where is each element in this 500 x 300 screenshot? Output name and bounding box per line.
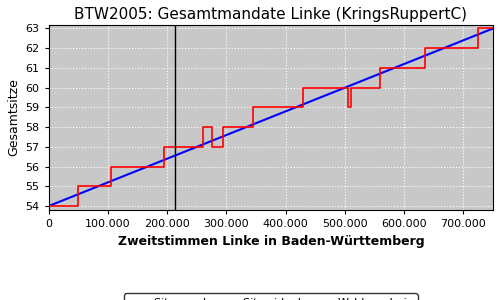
Sitze real bbox=[348, 86, 354, 89]
Sitze real bbox=[378, 86, 384, 89]
Sitze real bbox=[422, 66, 428, 70]
Sitze real bbox=[300, 86, 306, 89]
Sitze real bbox=[200, 145, 205, 149]
Sitze real bbox=[345, 86, 351, 89]
X-axis label: Zweitstimmen Linke in Baden-Württemberg: Zweitstimmen Linke in Baden-Württemberg bbox=[118, 235, 424, 248]
Sitze real bbox=[108, 165, 114, 168]
Sitze real bbox=[161, 165, 167, 168]
Sitze real bbox=[188, 145, 194, 149]
Sitze real bbox=[46, 204, 52, 208]
Sitze real bbox=[250, 125, 256, 129]
Sitze real bbox=[200, 125, 205, 129]
Sitze real bbox=[108, 184, 114, 188]
Sitze real bbox=[220, 125, 226, 129]
Sitze real bbox=[490, 27, 496, 30]
Sitze real bbox=[250, 106, 256, 109]
Sitze real bbox=[220, 145, 226, 149]
Sitze real bbox=[448, 46, 454, 50]
Sitze real bbox=[76, 204, 82, 208]
Sitze real bbox=[232, 125, 238, 129]
Sitze real bbox=[475, 46, 481, 50]
Sitze real bbox=[276, 106, 282, 109]
Sitze real bbox=[345, 106, 351, 109]
Sitze real bbox=[401, 66, 407, 70]
Sitze real bbox=[378, 66, 384, 70]
Sitze real bbox=[161, 145, 167, 149]
Legend: Sitze real, Sitze ideal, Wahlergebnis: Sitze real, Sitze ideal, Wahlergebnis bbox=[124, 293, 418, 300]
Sitze real bbox=[140, 165, 146, 168]
Sitze real bbox=[422, 46, 428, 50]
Line: Sitze real: Sitze real bbox=[48, 28, 493, 206]
Y-axis label: Gesamtsitze: Gesamtsitze bbox=[7, 78, 20, 156]
Sitze real bbox=[208, 125, 214, 129]
Title: BTW2005: Gesamtmandate Linke (KringsRuppertC): BTW2005: Gesamtmandate Linke (KringsRupp… bbox=[74, 7, 468, 22]
Sitze real bbox=[475, 27, 481, 30]
Sitze real bbox=[76, 184, 82, 188]
Sitze real bbox=[348, 106, 354, 109]
Sitze real bbox=[208, 145, 214, 149]
Sitze real bbox=[300, 106, 306, 109]
